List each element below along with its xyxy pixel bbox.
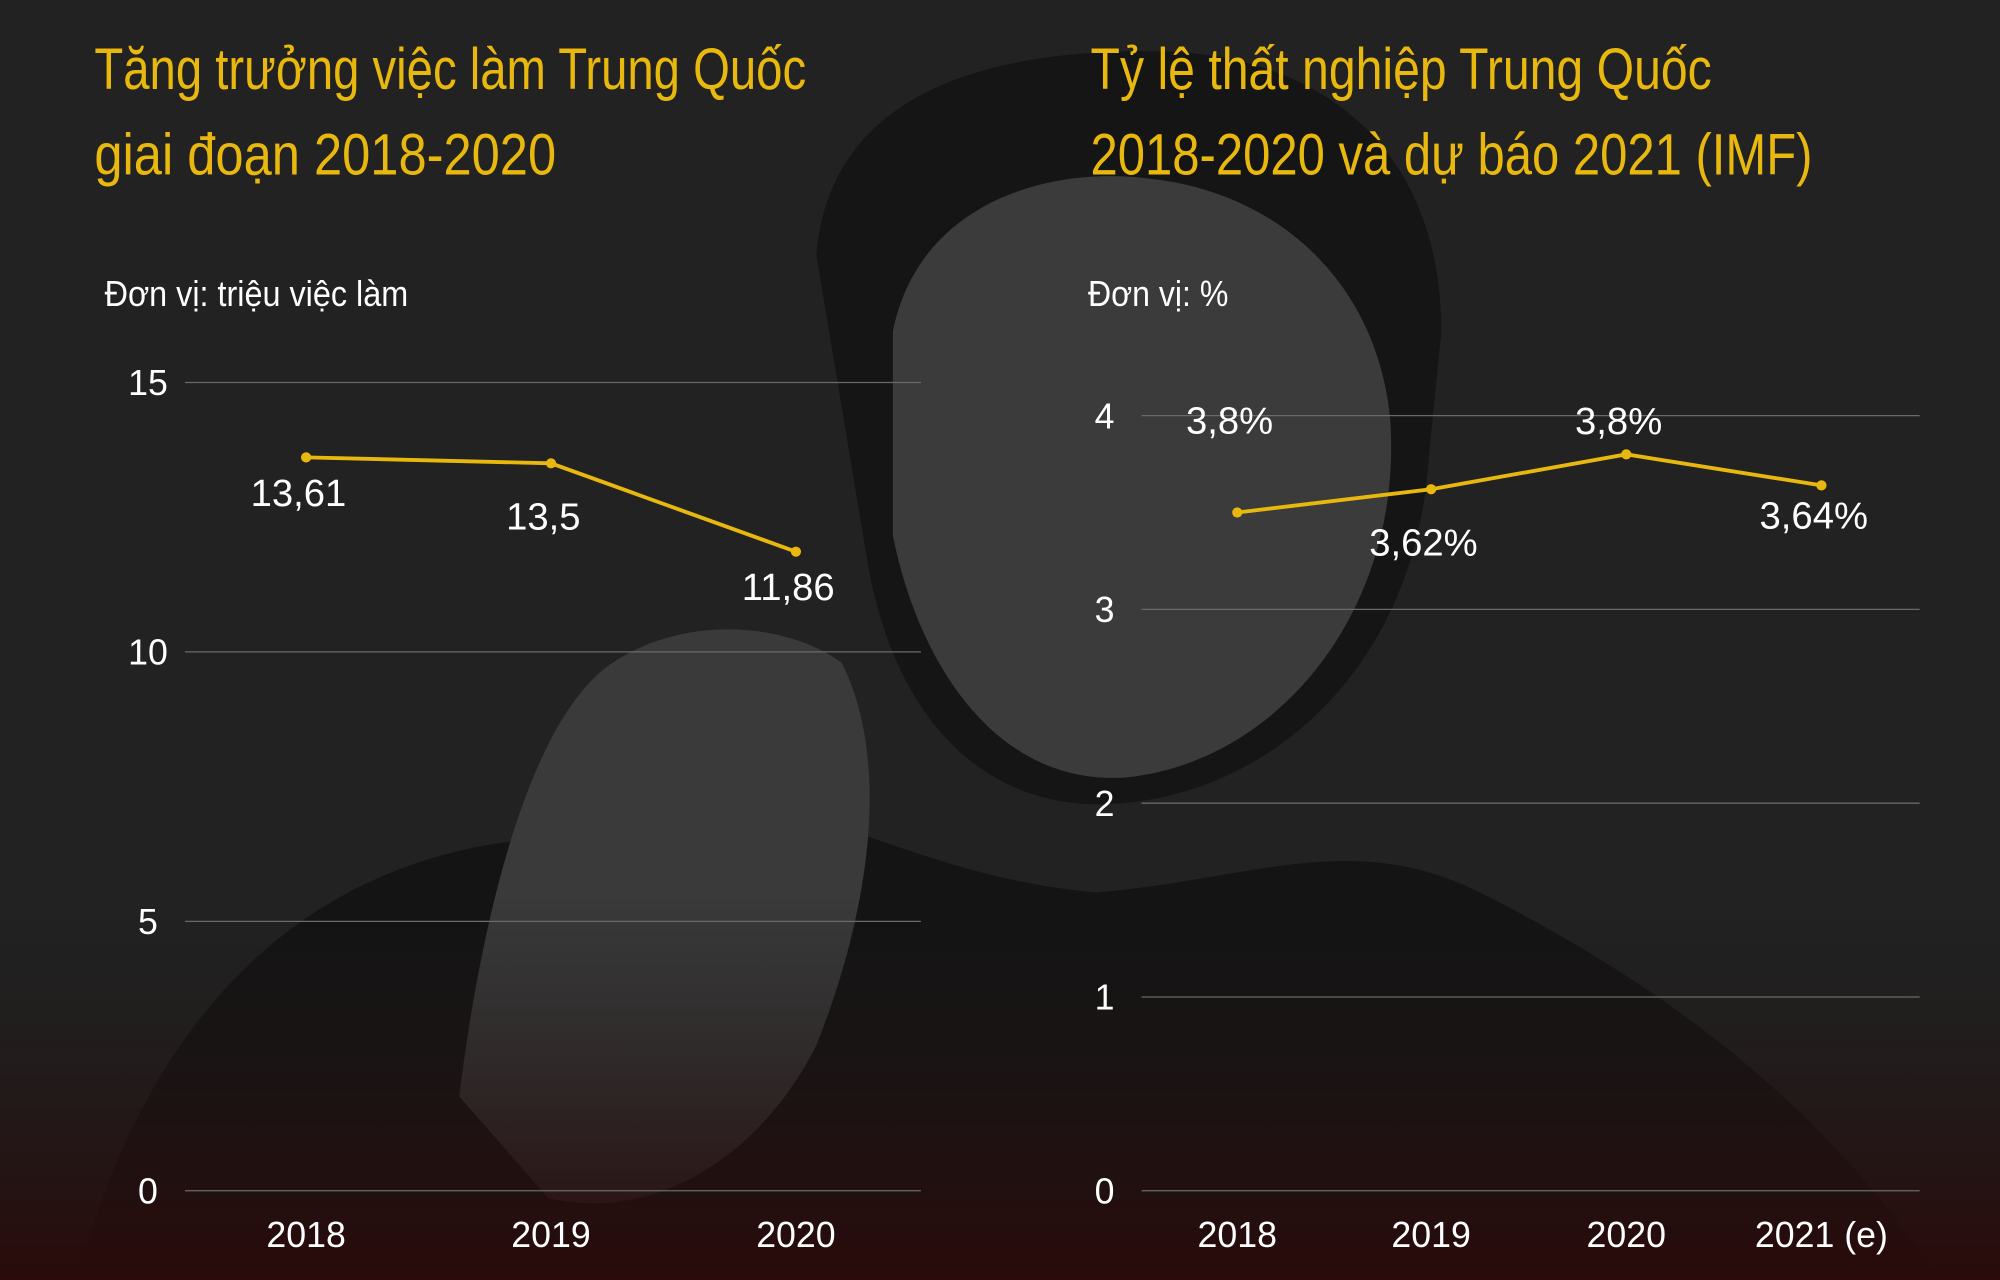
y-tick-label: 3 [1095,590,1115,630]
unit-label: Đơn vị: % [1088,274,1228,314]
data-label: 3,64% [1760,495,1868,538]
x-tick-label: 2018 [266,1215,345,1255]
x-tick-label: 2020 [1587,1215,1666,1255]
data-label: 3,8% [1186,399,1273,442]
chart-title-line-1: Tỷ lệ thất nghiệp Trung Quốc [1091,37,1712,102]
y-tick-label: 0 [1095,1172,1115,1212]
y-tick-label: 10 [128,633,168,673]
x-tick-label: 2019 [1391,1215,1470,1255]
x-tick-label: 2020 [756,1215,835,1255]
data-point [545,458,557,469]
y-tick-label: 5 [138,902,158,942]
chart-unemployment: Tỷ lệ thất nghiệp Trung Quốc 2018-2020 v… [1088,37,1920,1255]
data-label: 3,8% [1575,400,1662,443]
y-tick-label: 15 [128,363,168,403]
x-tick-label: 2018 [1198,1215,1277,1255]
data-point [1232,507,1243,518]
data-point [790,546,802,557]
chart-title-line-1: Tăng trưởng việc làm Trung Quốc [94,37,806,102]
y-tick-label: 4 [1095,396,1115,436]
y-tick-label: 0 [138,1172,158,1212]
x-tick-label: 2021 (e) [1755,1215,1888,1255]
unit-label: Đơn vị: triệu việc làm [105,274,409,314]
y-tick-label: 1 [1095,978,1115,1018]
data-point [301,452,312,463]
data-label: 13,5 [506,496,580,539]
series-line [1237,452,1822,515]
data-label: 11,86 [742,566,835,609]
chart-title-line-2: giai đoạn 2018-2020 [94,123,556,188]
data-point [1816,480,1827,491]
chart-employment: Tăng trưởng việc làm Trung Quốc giai đoạ… [94,37,921,1255]
x-tick-label: 2019 [511,1215,590,1255]
y-tick-label: 2 [1095,784,1115,824]
data-label: 3,62% [1369,522,1477,565]
chart-title-line-2: 2018-2020 và dự báo 2021 (IMF) [1091,123,1813,188]
data-point [1621,449,1632,460]
data-point [1426,484,1437,495]
data-label: 13,61 [251,472,347,515]
